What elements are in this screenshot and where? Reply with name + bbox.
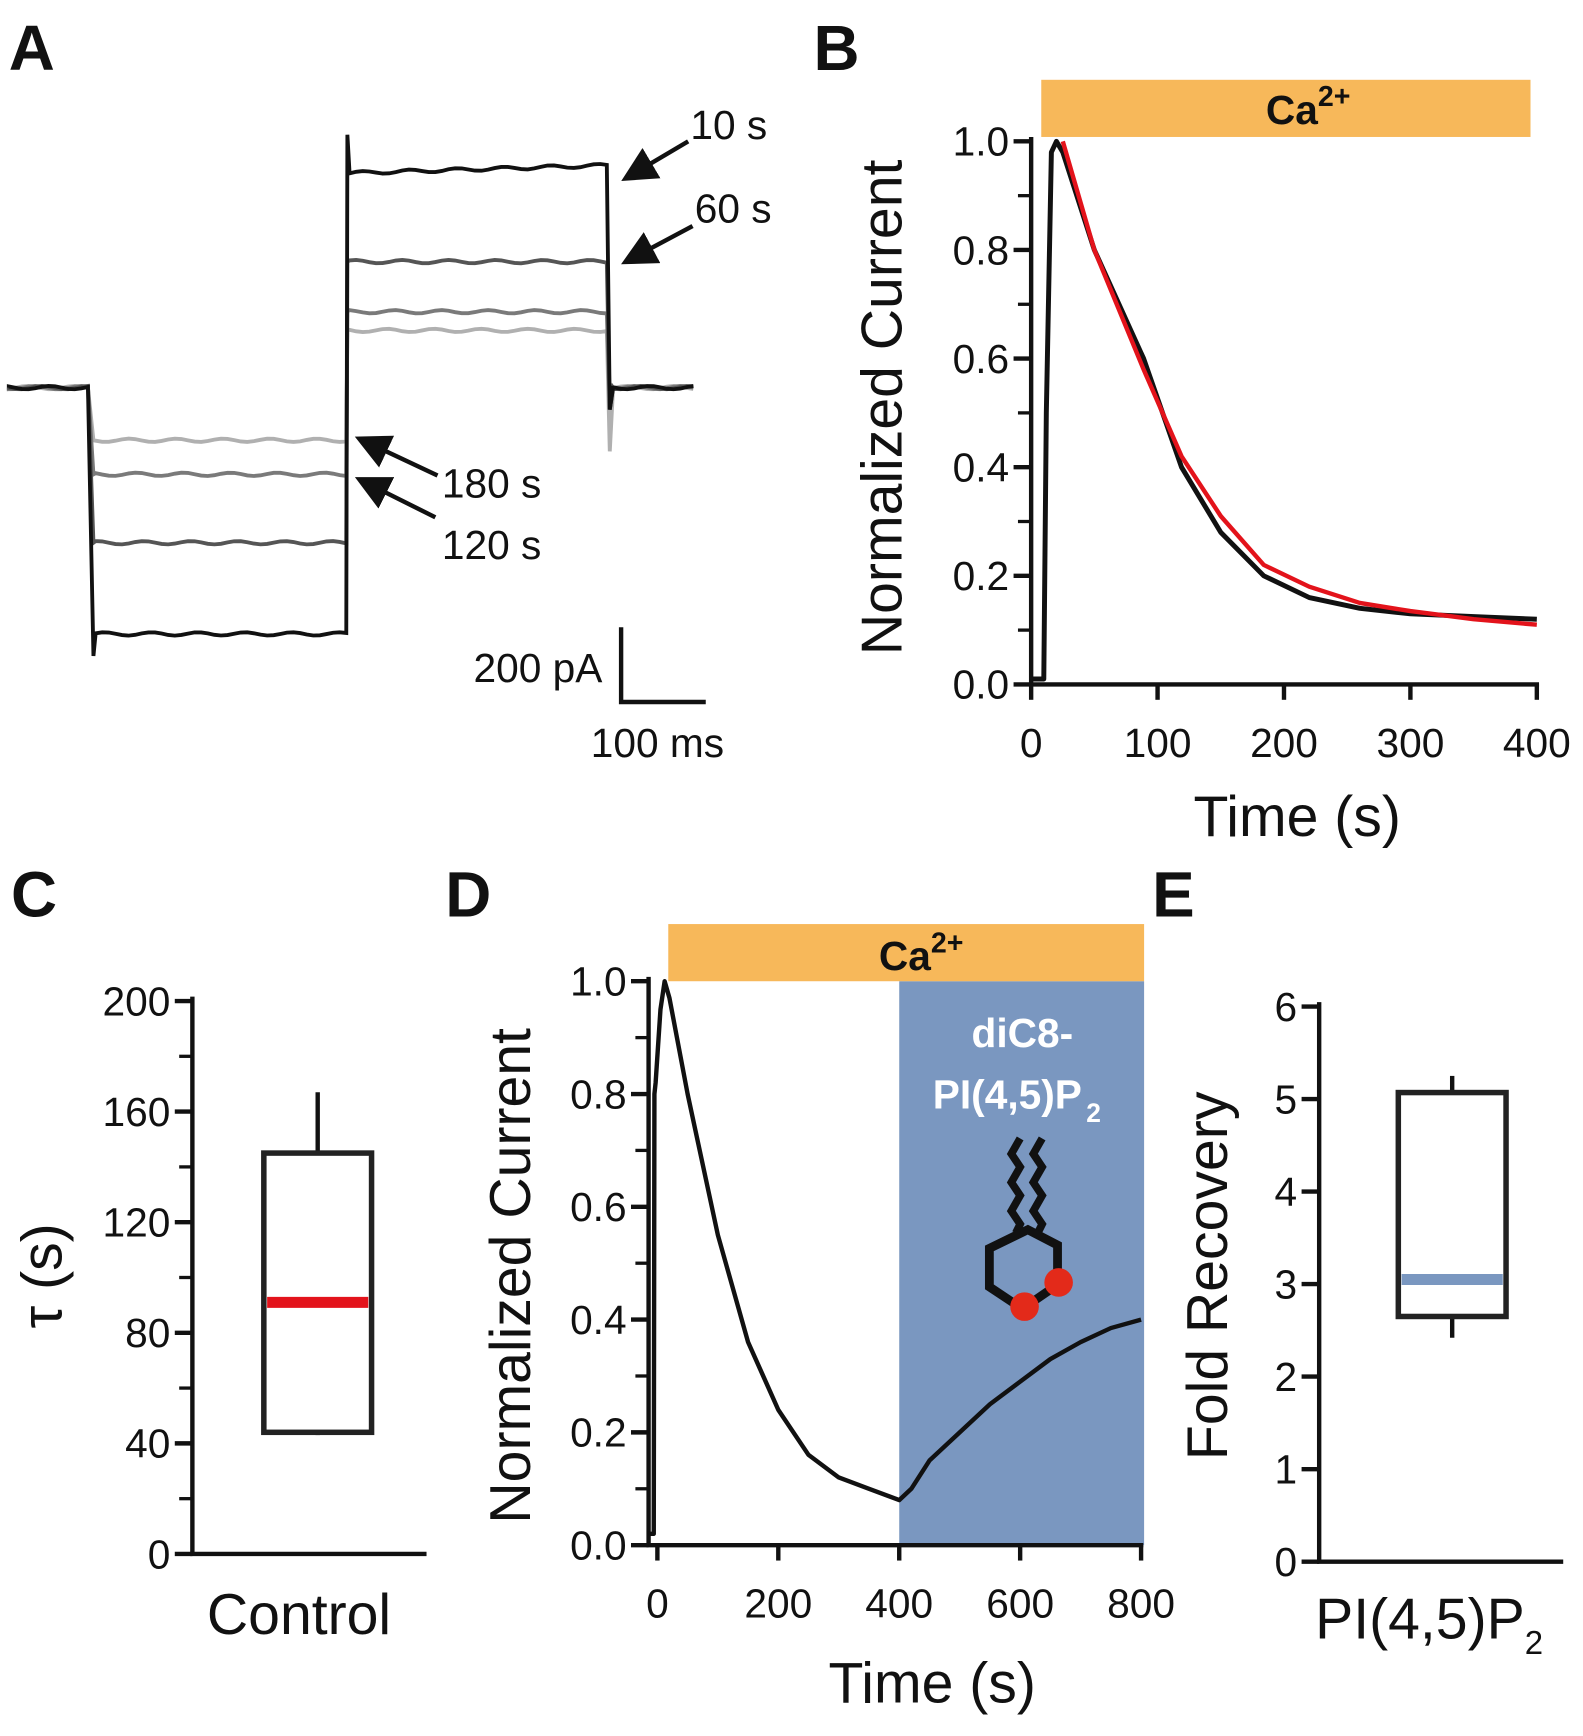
label-60s: 60 s — [695, 186, 772, 232]
x-tick-label: 0 — [1020, 720, 1043, 766]
calcium-bar-label: Ca2+ — [879, 928, 964, 980]
scale-bar-current: 200 pA — [474, 645, 604, 691]
y-tick-label: 200 — [103, 978, 171, 1024]
data-trace — [648, 979, 1142, 1537]
calcium-bar — [1041, 79, 1531, 137]
y-tick-label: 6 — [1275, 984, 1298, 1030]
x-axis-label: Time (s) — [1193, 785, 1400, 849]
y-tick-label: 0.2 — [953, 553, 1010, 599]
y-tick-label: 0.8 — [953, 227, 1010, 273]
panel-label-c: C — [11, 858, 57, 930]
y-tick-label: 0.0 — [570, 1522, 627, 1568]
y-tick-label: 0.8 — [570, 1071, 627, 1117]
y-tick-label: 4 — [1275, 1169, 1298, 1215]
x-tick-label: 0 — [646, 1581, 669, 1627]
label-180s: 180 s — [442, 461, 541, 507]
y-axis-label: τ (s) — [11, 1223, 75, 1328]
scale-bar — [618, 627, 706, 705]
x-tick-label: 300 — [1376, 720, 1444, 766]
calcium-bar-label: Ca2+ — [1266, 81, 1351, 133]
treatment-label-line1: diC8- — [972, 1010, 1074, 1056]
y-axis-label: Fold Recovery — [1176, 1091, 1240, 1460]
x-tick-label: 200 — [1250, 720, 1318, 766]
x-tick-label: 200 — [744, 1581, 812, 1627]
trace-10s — [6, 134, 694, 657]
x-tick-label: 400 — [1503, 720, 1571, 766]
trace-120s — [6, 308, 694, 479]
y-tick-label: 0.6 — [953, 336, 1010, 382]
y-tick-label: 5 — [1275, 1076, 1298, 1122]
scale-bar-time: 100 ms — [591, 720, 724, 766]
arrow-120s — [354, 477, 437, 520]
panel-c-boxplot: τ (s) Control 0 40 80 120 160 200 — [11, 978, 427, 1647]
x-tick-label: 800 — [1107, 1581, 1175, 1627]
treatment-label-line2: PI(4,5)P 2 — [933, 1072, 1101, 1128]
label-10s: 10 s — [690, 102, 767, 148]
x-tick-label: 400 — [865, 1581, 933, 1627]
panel-a-traces — [6, 134, 694, 657]
y-tick-label: 80 — [125, 1310, 170, 1356]
fit-curve — [1060, 140, 1538, 627]
y-tick-label: 3 — [1275, 1261, 1298, 1307]
pip2-molecule-icon — [984, 1136, 1073, 1321]
y-tick-label: 1.0 — [953, 119, 1010, 165]
arrow-180s — [354, 435, 439, 478]
y-tick-label: 1.0 — [570, 959, 627, 1005]
x-tick-label: 100 — [1124, 720, 1192, 766]
y-tick-label: 0.6 — [570, 1184, 627, 1230]
y-tick-label: 1 — [1275, 1446, 1298, 1492]
arrow-10s — [621, 139, 690, 182]
box — [261, 1150, 375, 1436]
y-tick-label: 160 — [103, 1089, 171, 1135]
y-axis-label: Normalized Current — [850, 160, 914, 656]
y-tick-label: 40 — [125, 1421, 170, 1467]
category-label: Control — [207, 1583, 391, 1647]
x-axis-label: Time (s) — [829, 1651, 1036, 1715]
y-tick-label: 0.0 — [953, 662, 1010, 708]
panel-e-boxplot: Fold Recovery PI(4,5)P2 0 1 2 3 4 5 6 — [1176, 984, 1564, 1661]
data-trace — [1031, 138, 1537, 682]
panel-label-e: E — [1152, 858, 1195, 930]
pip2-treatment-region — [899, 981, 1145, 1546]
y-tick-label: 0.2 — [570, 1410, 627, 1456]
panel-label-b: B — [813, 12, 859, 84]
trace-180s — [6, 326, 694, 452]
category-label: PI(4,5)P2 — [1315, 1588, 1543, 1661]
y-tick-label: 2 — [1275, 1354, 1298, 1400]
label-120s: 120 s — [442, 522, 541, 568]
panel-a-annotations: 10 s 60 s 180 s 120 s 200 pA 100 ms — [354, 102, 772, 766]
panel-label-d: D — [445, 858, 491, 930]
arrow-60s — [621, 224, 694, 265]
y-tick-label: 0.4 — [953, 444, 1010, 490]
calcium-bar — [668, 924, 1145, 982]
panel-b-chart: Ca2+ Normalized Current Time (s) 0.0 0.2 0… — [850, 79, 1571, 849]
x-tick-label: 600 — [986, 1581, 1054, 1627]
panel-label-a: A — [9, 12, 55, 84]
panel-d-chart: Ca2+ diC8- PI(4,5)P 2 Normalized Current … — [479, 924, 1175, 1715]
y-tick-label: 0.4 — [570, 1297, 627, 1343]
y-tick-label: 120 — [103, 1199, 171, 1245]
trace-60s — [6, 258, 694, 547]
y-axis-label: Normalized Current — [479, 1028, 543, 1524]
y-tick-label: 0 — [148, 1531, 171, 1577]
y-tick-label: 0 — [1275, 1539, 1298, 1585]
